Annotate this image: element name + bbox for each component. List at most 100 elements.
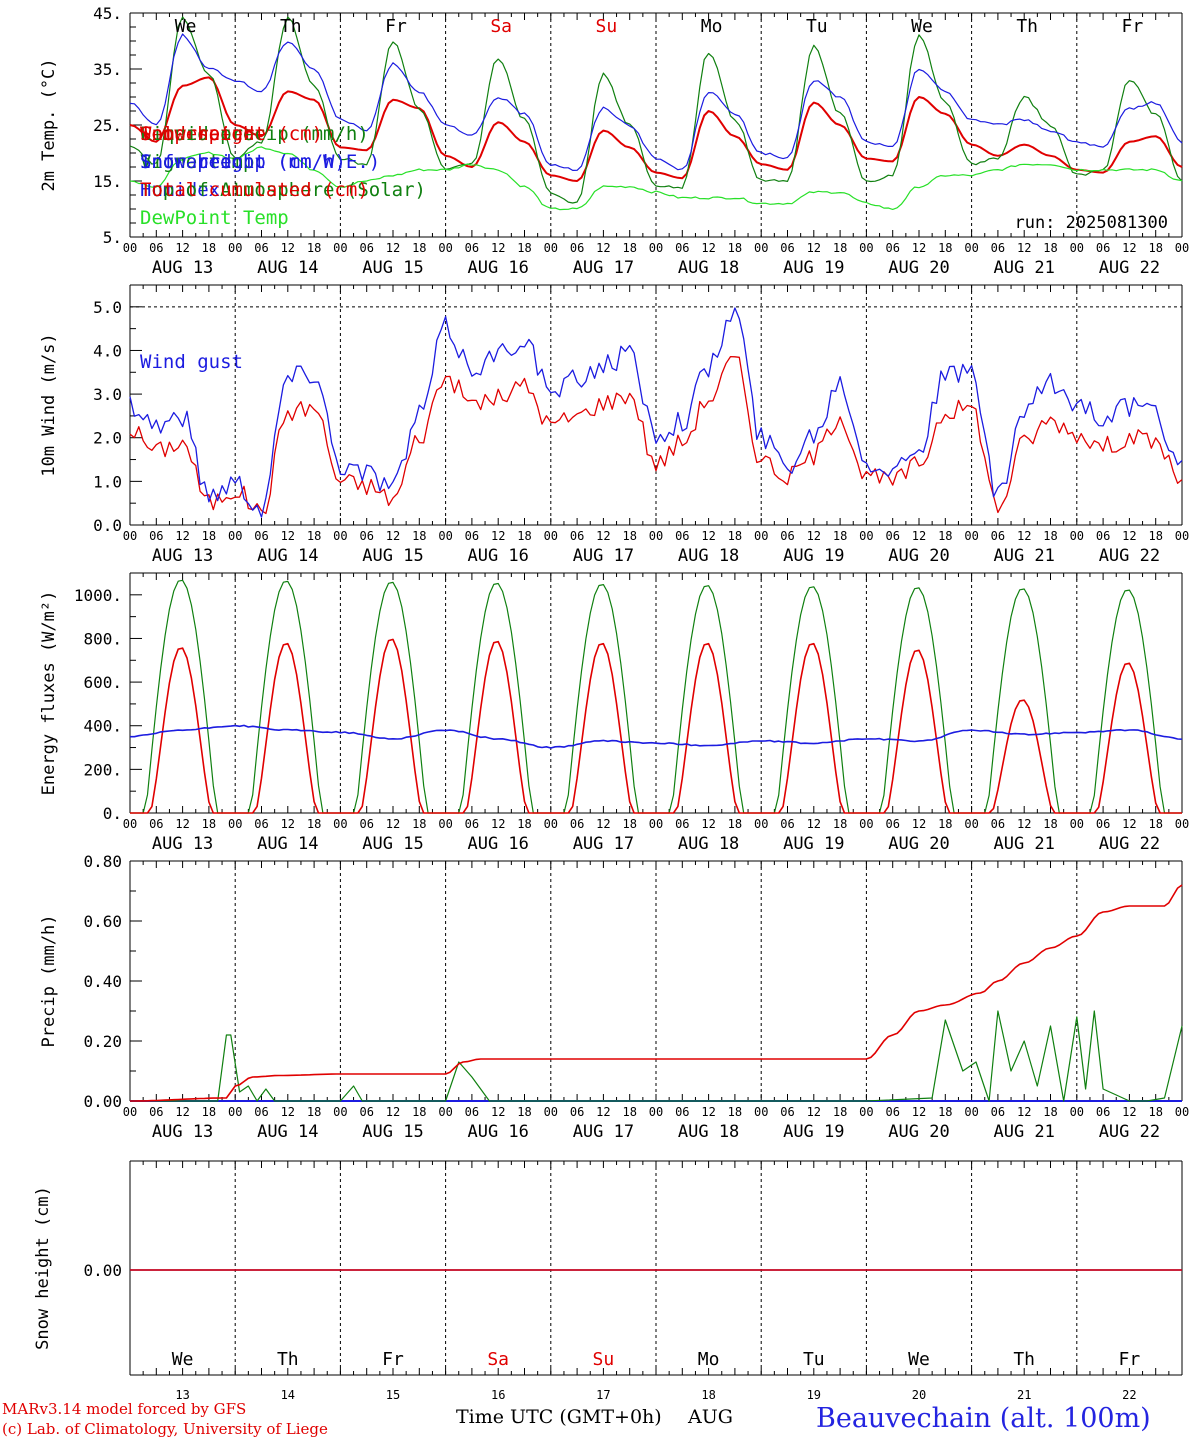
hour-tick-label: 00 bbox=[1070, 529, 1084, 543]
hour-tick-label: 00 bbox=[649, 817, 663, 831]
weekday-label: Sa bbox=[490, 16, 512, 37]
weekday-label: We bbox=[911, 16, 933, 37]
y-axis-title: 10m Wind (m/s) bbox=[39, 333, 59, 476]
hour-tick-label: 18 bbox=[1043, 241, 1057, 255]
legend-blue: Snow height (cm W.E.) bbox=[140, 151, 380, 173]
date-label: AUG 20 bbox=[888, 834, 949, 854]
hour-tick-label: 00 bbox=[1175, 817, 1189, 831]
series-line-blue bbox=[129, 307, 1183, 518]
series-line-red bbox=[129, 76, 1183, 182]
date-label: AUG 16 bbox=[467, 834, 528, 854]
hour-tick-label: 18 bbox=[833, 529, 847, 543]
hour-tick-label: 18 bbox=[833, 817, 847, 831]
hour-tick-label: 06 bbox=[991, 529, 1005, 543]
hour-tick-label: 12 bbox=[281, 241, 295, 255]
series-line-blue bbox=[130, 724, 1183, 749]
weekday-label: Sa bbox=[487, 1349, 509, 1370]
hour-tick-label: 06 bbox=[570, 241, 584, 255]
date-label: AUG 22 bbox=[1099, 834, 1160, 854]
hour-tick-label: 00 bbox=[649, 241, 663, 255]
hour-tick-label: 12 bbox=[175, 241, 189, 255]
weekday-label: Th bbox=[280, 16, 302, 37]
hour-tick-label: 18 bbox=[622, 241, 636, 255]
hour-tick-label: 18 bbox=[728, 1105, 742, 1119]
hour-tick-label: 00 bbox=[754, 241, 768, 255]
legend-red: Total cumulated (cm) bbox=[140, 179, 369, 201]
hour-tick-label: 06 bbox=[1096, 1105, 1110, 1119]
date-label: AUG 16 bbox=[467, 546, 528, 566]
hour-tick-label: 12 bbox=[912, 1105, 926, 1119]
time-axis-title: Time UTC (GMT+0h) bbox=[456, 1406, 662, 1428]
series-line-lightgreen bbox=[129, 146, 1183, 211]
y-tick-label: 1000. bbox=[74, 586, 122, 605]
weekday-label: Fr bbox=[1119, 1349, 1141, 1370]
hour-tick-label: 06 bbox=[991, 241, 1005, 255]
day-number-label: 22 bbox=[1122, 1388, 1136, 1402]
date-label: AUG 17 bbox=[573, 258, 634, 278]
date-label: AUG 17 bbox=[573, 834, 634, 854]
weekday-label: Su bbox=[596, 16, 618, 37]
legend-green: Top of Atmosphere (Solar) bbox=[140, 179, 426, 201]
hour-tick-label: 12 bbox=[596, 1105, 610, 1119]
station-name: Beauvechain (alt. 100m) bbox=[816, 1403, 1151, 1434]
hour-tick-label: 12 bbox=[1017, 241, 1031, 255]
hour-tick-label: 12 bbox=[386, 817, 400, 831]
weekday-label: Tu bbox=[806, 16, 828, 37]
hour-tick-label: 06 bbox=[465, 1105, 479, 1119]
hour-tick-label: 18 bbox=[517, 241, 531, 255]
weekday-label: Fr bbox=[382, 1349, 404, 1370]
hour-tick-label: 06 bbox=[570, 817, 584, 831]
day-number-label: 20 bbox=[912, 1388, 926, 1402]
date-label: AUG 21 bbox=[993, 834, 1054, 854]
hour-tick-label: 00 bbox=[438, 1105, 452, 1119]
y-axis-title: Precip (mm/h) bbox=[39, 914, 59, 1047]
y-tick-label: 3.0 bbox=[93, 385, 122, 404]
hour-tick-label: 18 bbox=[517, 1105, 531, 1119]
y-tick-label: 5.0 bbox=[93, 298, 122, 317]
month-label: AUG bbox=[687, 1406, 733, 1428]
hour-tick-label: 06 bbox=[359, 817, 373, 831]
series-line-red bbox=[129, 355, 1183, 515]
hour-tick-label: 00 bbox=[544, 241, 558, 255]
hour-tick-label: 18 bbox=[728, 529, 742, 543]
legend-blue: Infrared bbox=[140, 151, 232, 173]
date-label: AUG 13 bbox=[152, 546, 213, 566]
run-label: run: 2025081300 bbox=[1014, 213, 1168, 233]
hour-tick-label: 12 bbox=[807, 817, 821, 831]
grid-layer bbox=[129, 12, 1183, 1376]
hour-tick-label: 00 bbox=[123, 1105, 137, 1119]
hour-tick-label: 12 bbox=[175, 1105, 189, 1119]
hour-tick-label: 12 bbox=[175, 529, 189, 543]
date-label: AUG 19 bbox=[783, 546, 844, 566]
date-label: AUG 22 bbox=[1099, 546, 1160, 566]
y-tick-label: 400. bbox=[83, 717, 122, 736]
hour-tick-label: 12 bbox=[701, 529, 715, 543]
hour-tick-label: 06 bbox=[885, 241, 899, 255]
y-tick-label: 25. bbox=[93, 116, 122, 135]
hour-tick-label: 06 bbox=[675, 1105, 689, 1119]
hour-tick-label: 00 bbox=[228, 241, 242, 255]
hour-tick-label: 18 bbox=[307, 241, 321, 255]
legend-lightgreen: DewPoint Temp bbox=[140, 207, 289, 229]
hour-tick-label: 12 bbox=[1122, 529, 1136, 543]
hour-tick-label: 06 bbox=[675, 817, 689, 831]
date-label: AUG 21 bbox=[993, 546, 1054, 566]
hour-tick-label: 18 bbox=[622, 1105, 636, 1119]
hour-tick-label: 06 bbox=[885, 1105, 899, 1119]
series-line-blue bbox=[129, 33, 1183, 171]
hour-tick-label: 12 bbox=[807, 529, 821, 543]
hour-tick-label: 18 bbox=[1148, 817, 1162, 831]
hour-tick-label: 00 bbox=[333, 241, 347, 255]
hour-tick-label: 06 bbox=[254, 241, 268, 255]
hour-tick-label: 12 bbox=[491, 1105, 505, 1119]
weekday-label: Th bbox=[1013, 1349, 1035, 1370]
hour-tick-label: 12 bbox=[491, 241, 505, 255]
y-tick-label: 200. bbox=[83, 760, 122, 779]
date-label: AUG 14 bbox=[257, 546, 318, 566]
hour-tick-label: 18 bbox=[307, 1105, 321, 1119]
hour-tick-label: 18 bbox=[1043, 1105, 1057, 1119]
day-number-label: 13 bbox=[175, 1388, 189, 1402]
y-tick-label: 45. bbox=[93, 4, 122, 23]
y-tick-label: 800. bbox=[83, 629, 122, 648]
